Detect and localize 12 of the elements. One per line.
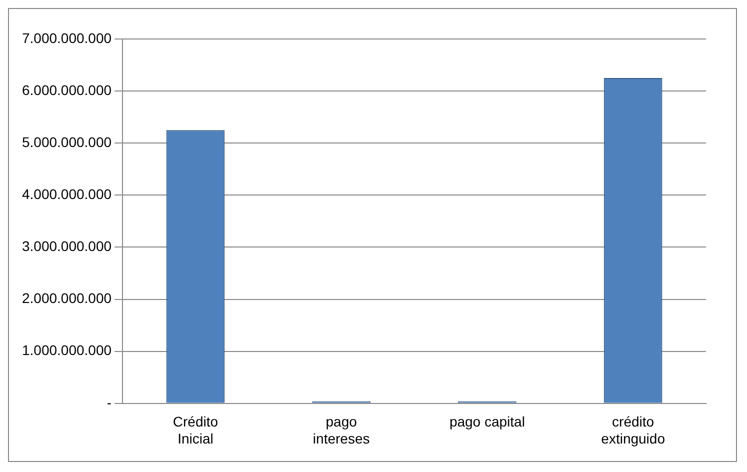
y-tick-label: 2.000.000.000	[22, 290, 112, 306]
y-tick-label: 4.000.000.000	[22, 186, 112, 202]
y-tick-label: -	[106, 394, 112, 410]
x-tick-label: pago capital	[449, 414, 525, 430]
y-tick-label: 1.000.000.000	[22, 342, 112, 358]
x-tick-label: pago intereses	[312, 414, 370, 446]
y-tick-label: 7.000.000.000	[22, 30, 112, 46]
x-tick-label: crédito extinguido	[601, 414, 666, 446]
y-tick-label: 5.000.000.000	[22, 134, 112, 150]
y-tick-label: 3.000.000.000	[22, 238, 112, 254]
x-tick-label: Crédito Inicial	[172, 414, 218, 446]
y-tick-label: 6.000.000.000	[22, 82, 112, 98]
